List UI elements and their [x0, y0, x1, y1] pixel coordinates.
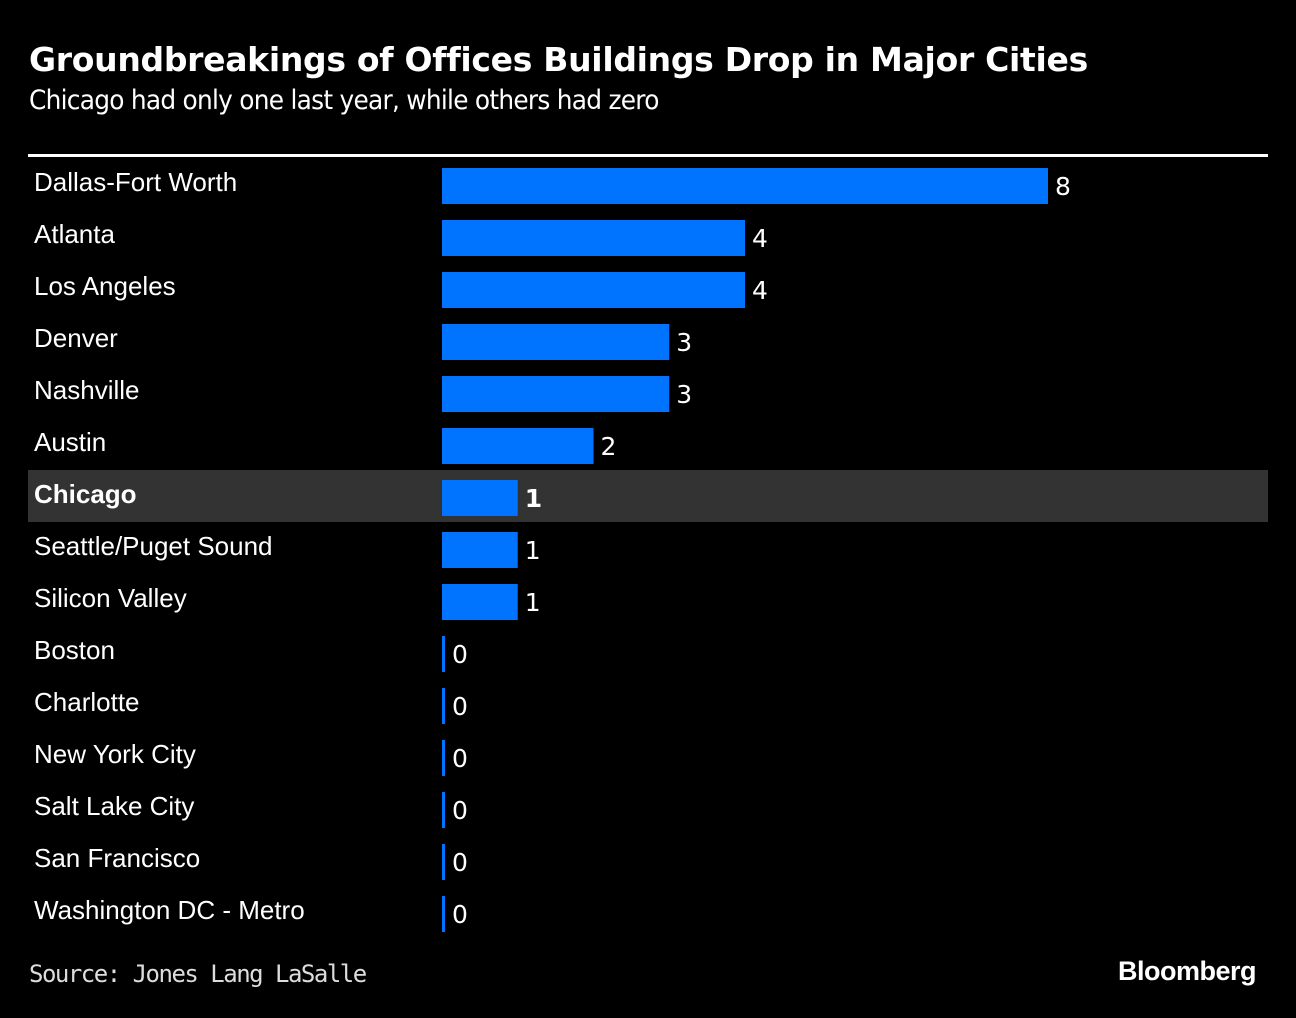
value-label: 1 — [525, 536, 541, 565]
bar — [442, 428, 594, 464]
category-label: Boston — [34, 635, 115, 665]
category-label: San Francisco — [34, 843, 200, 873]
bar — [442, 896, 445, 932]
bar — [442, 376, 670, 412]
value-label: 0 — [452, 744, 468, 773]
value-label: 3 — [676, 328, 692, 357]
bar-row: Seattle/Puget Sound 1 — [34, 531, 541, 568]
bar — [442, 532, 518, 568]
value-label: 1 — [525, 484, 542, 513]
bar — [442, 740, 445, 776]
category-label: Silicon Valley — [34, 583, 187, 613]
category-label: Austin — [34, 427, 106, 457]
category-label: Atlanta — [34, 219, 115, 249]
bar-row: Silicon Valley 1 — [34, 583, 541, 620]
bar-row: Dallas-Fort Worth 8 — [34, 167, 1071, 204]
bar — [442, 272, 745, 308]
bar — [442, 220, 745, 256]
chart-subtitle: Chicago had only one last year, while ot… — [29, 85, 659, 116]
bar — [442, 792, 445, 828]
bar — [442, 688, 445, 724]
category-label: Dallas-Fort Worth — [34, 167, 237, 197]
bar-row: San Francisco 0 — [34, 843, 468, 880]
bar-row: Austin 2 — [34, 427, 616, 464]
bar-row: Los Angeles 4 — [34, 271, 768, 308]
value-label: 0 — [452, 848, 468, 877]
bar-row: New York City 0 — [34, 739, 468, 776]
bar — [442, 168, 1048, 204]
category-label: Charlotte — [34, 687, 140, 717]
bar-row: Denver 3 — [34, 323, 692, 360]
category-label: Los Angeles — [34, 271, 176, 301]
value-label: 0 — [452, 900, 468, 929]
value-label: 0 — [452, 640, 468, 669]
bar — [442, 636, 445, 672]
bar-row: Chicago 1 — [28, 470, 1268, 522]
category-label: Nashville — [34, 375, 140, 405]
value-label: 1 — [525, 588, 541, 617]
title-divider — [28, 154, 1268, 157]
bar-row: Charlotte 0 — [34, 687, 468, 724]
value-label: 0 — [452, 692, 468, 721]
bar — [442, 584, 518, 620]
bar-row: Salt Lake City 0 — [34, 791, 468, 828]
bar-row: Atlanta 4 — [34, 219, 768, 256]
value-label: 8 — [1055, 172, 1071, 201]
value-label: 2 — [601, 432, 617, 461]
value-label: 3 — [676, 380, 692, 409]
chart-title: Groundbreakings of Offices Buildings Dro… — [29, 40, 1088, 79]
bar-row: Nashville 3 — [34, 375, 692, 412]
bar-row: Boston 0 — [34, 635, 468, 672]
category-label: Seattle/Puget Sound — [34, 531, 273, 561]
bar-row: Washington DC - Metro 0 — [34, 895, 468, 932]
category-label: Washington DC - Metro — [34, 895, 305, 925]
category-label: Chicago — [34, 479, 137, 509]
category-label: New York City — [34, 739, 196, 769]
category-label: Salt Lake City — [34, 791, 194, 821]
bloomberg-logo: Bloomberg — [1117, 956, 1257, 986]
bar — [442, 844, 445, 880]
value-label: 4 — [752, 276, 768, 305]
highlight-band — [28, 470, 1268, 522]
value-label: 4 — [752, 224, 768, 253]
bar — [442, 324, 670, 360]
value-label: 0 — [452, 796, 468, 825]
category-label: Denver — [34, 323, 118, 353]
bar — [442, 480, 518, 516]
source-note: Source: Jones Lang LaSalle — [29, 960, 367, 988]
